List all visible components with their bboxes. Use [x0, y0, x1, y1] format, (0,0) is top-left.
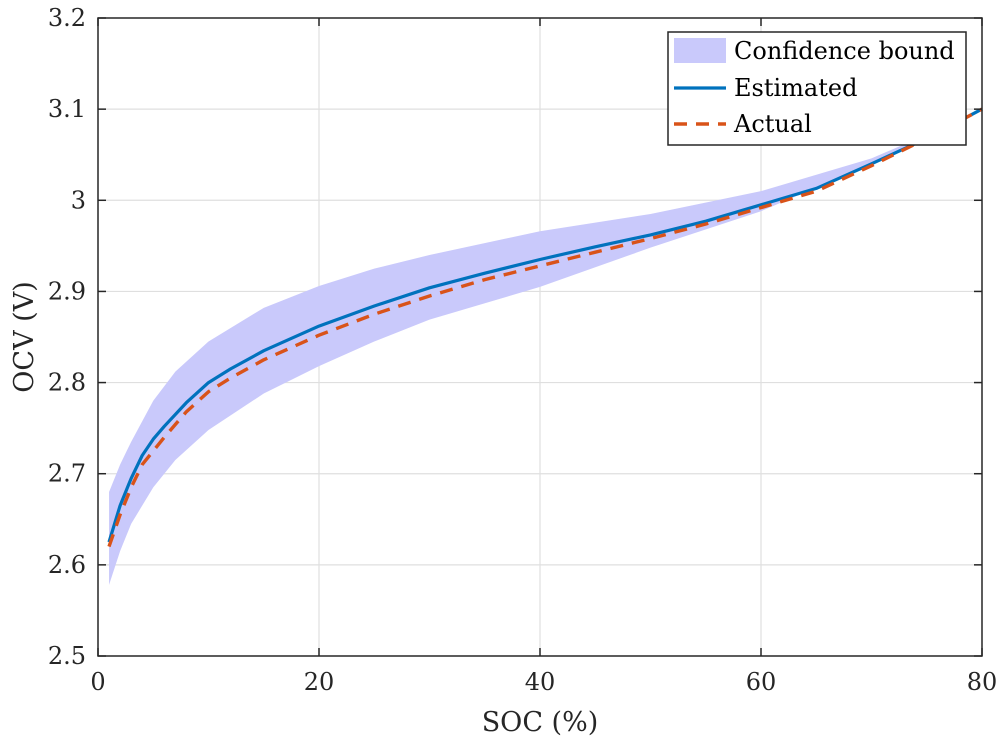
estimated-line: [107, 107, 983, 543]
y-tick-label: 3.1: [48, 95, 86, 123]
plot-series: [107, 107, 983, 585]
y-tick-label: 2.6: [48, 551, 86, 579]
confidence-bound-band: [109, 109, 983, 585]
x-tick-label: 60: [746, 668, 777, 696]
legend-label-confidence-bound: Confidence bound: [734, 37, 955, 65]
x-tick-label: 40: [525, 668, 556, 696]
ticks: 0 20 40 60 80 2.5 2.6 2.7 2.8 2.9 3 3.1 3.2: [48, 4, 997, 696]
y-tick-label: 3.2: [48, 4, 86, 32]
y-tick-label: 2.5: [48, 642, 86, 670]
x-axis-title: SOC (%): [482, 707, 599, 738]
y-tick-label: 2.7: [48, 460, 86, 488]
legend-label-estimated: Estimated: [734, 74, 857, 102]
x-tick-label: 80: [967, 668, 997, 696]
y-tick-label: 2.9: [48, 277, 86, 305]
legend-label-actual: Actual: [733, 110, 812, 138]
x-tick-label: 20: [304, 668, 335, 696]
legend: Confidence bound Estimated Actual: [667, 31, 967, 146]
y-tick-label: 2.8: [48, 369, 86, 397]
legend-swatch-confidence-bound: [674, 38, 726, 63]
actual-line: [107, 107, 983, 548]
y-tick-label: 3: [71, 186, 86, 214]
y-axis-title: OCV (V): [9, 281, 40, 392]
x-tick-label: 0: [90, 668, 105, 696]
